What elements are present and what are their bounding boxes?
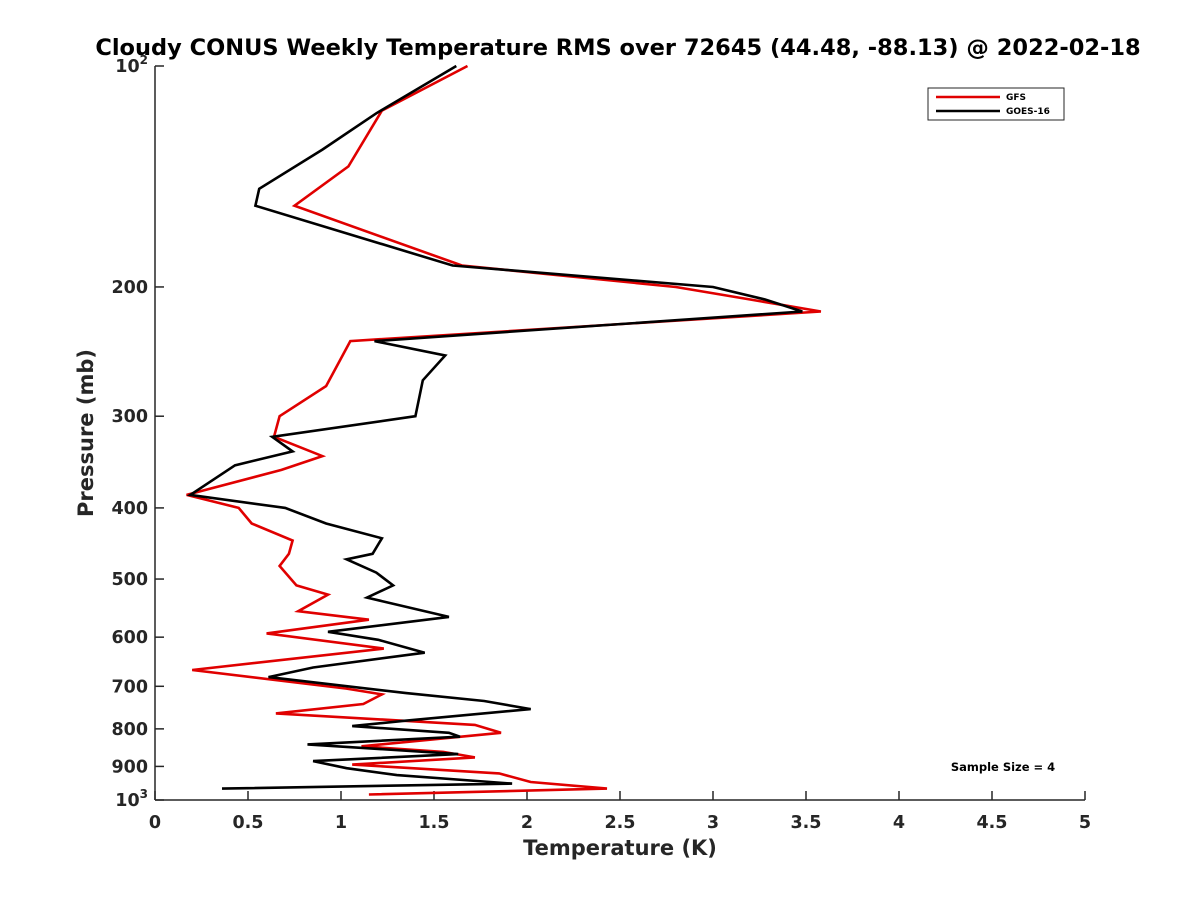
sample-size-annotation: Sample Size = 4	[951, 760, 1055, 774]
y-tick-exponent: 3	[140, 787, 148, 801]
y-tick-label: 800	[111, 720, 148, 740]
y-tick-label: 500	[111, 570, 148, 590]
x-tick-label: 5	[1079, 813, 1091, 833]
legend-label-goes16: GOES-16	[1006, 107, 1050, 117]
x-tick-label: 0	[149, 813, 161, 833]
x-tick-label: 2.5	[604, 813, 635, 833]
y-tick-base: 10	[115, 57, 139, 77]
y-tick-base: 10	[115, 791, 139, 811]
x-axis-label: Temperature (K)	[523, 836, 717, 860]
x-tick-label: 1	[335, 813, 347, 833]
series-line-goes16	[186, 64, 803, 790]
y-tick-label: 102	[115, 53, 148, 77]
series-lines	[186, 64, 822, 796]
x-tick-label: 3.5	[790, 813, 821, 833]
y-tick-label: 700	[111, 677, 148, 697]
plot-area: 0 0.5 1 1.5 2 2.5 3 3.5 4 4.5 5 102200300400500600…	[111, 53, 1091, 833]
x-tick-label: 0.5	[232, 813, 263, 833]
x-tick-label: 4	[893, 813, 905, 833]
x-tick-label: 1.5	[418, 813, 449, 833]
series-line-gfs	[186, 64, 822, 796]
chart-title: Cloudy CONUS Weekly Temperature RMS over…	[95, 35, 1140, 61]
legend-box	[927, 87, 1065, 121]
y-tick-label: 900	[111, 757, 148, 777]
x-tick-label: 2	[521, 813, 533, 833]
x-tick-label: 3	[707, 813, 719, 833]
legend-label-gfs: GFS	[1006, 93, 1026, 103]
y-tick-exponent: 2	[140, 53, 148, 67]
y-tick-label: 300	[111, 407, 148, 427]
y-tick-label: 400	[111, 499, 148, 519]
legend: GFS GOES-16	[927, 87, 1065, 121]
x-tick-label: 4.5	[976, 813, 1007, 833]
y-tick-label: 600	[111, 628, 148, 648]
x-ticks: 0 0.5 1 1.5 2 2.5 3 3.5 4 4.5 5	[149, 791, 1091, 833]
y-axis-label: Pressure (mb)	[74, 349, 98, 517]
y-tick-label: 103	[115, 787, 148, 811]
y-tick-label: 200	[111, 278, 148, 298]
